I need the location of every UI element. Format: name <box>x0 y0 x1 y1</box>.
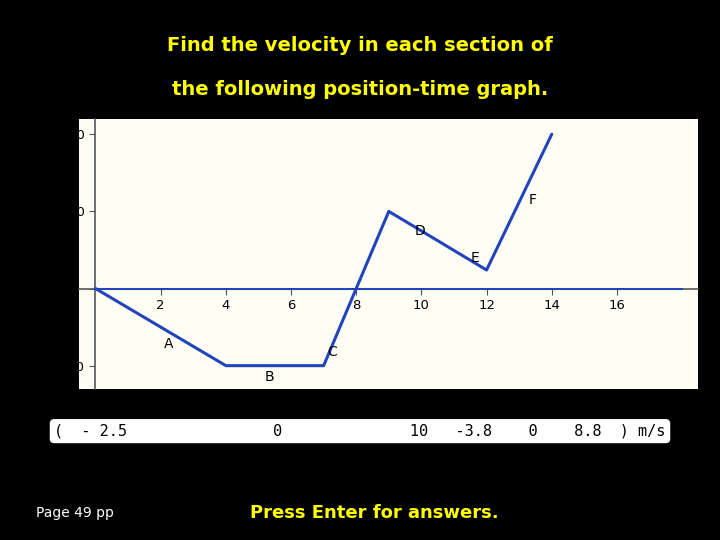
Text: B: B <box>265 370 274 384</box>
Text: d (m): d (m) <box>42 126 79 140</box>
Text: F: F <box>529 193 537 207</box>
Text: t (s): t (s) <box>708 278 720 292</box>
Text: Press Enter for answers.: Press Enter for answers. <box>250 504 499 522</box>
Text: E: E <box>470 251 479 265</box>
Text: A: A <box>164 337 174 351</box>
Text: (  - 2.5                0              10   -3.8    0    8.8  ) m/s: ( - 2.5 0 10 -3.8 0 8.8 ) m/s <box>54 424 666 438</box>
Text: Find the velocity in each section of: Find the velocity in each section of <box>167 36 553 55</box>
Text: Page 49 pp: Page 49 pp <box>36 506 114 520</box>
Text: the following position-time graph.: the following position-time graph. <box>172 79 548 99</box>
Text: C: C <box>327 345 337 359</box>
Text: D: D <box>415 224 426 238</box>
